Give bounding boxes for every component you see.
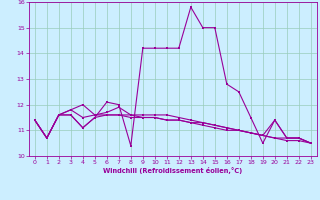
X-axis label: Windchill (Refroidissement éolien,°C): Windchill (Refroidissement éolien,°C) — [103, 167, 243, 174]
